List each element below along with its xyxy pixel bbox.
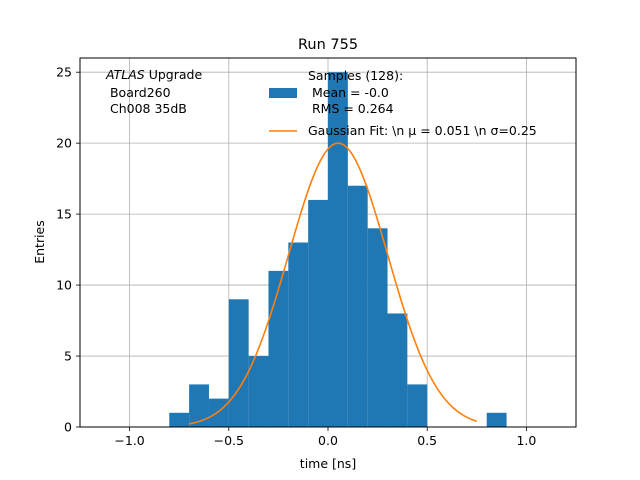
histogram-bar-12 [407, 384, 428, 427]
upgrade-label: Upgrade [145, 67, 203, 82]
atlas-italic-label: ATLAS [105, 67, 145, 82]
histogram-bar-9 [347, 185, 368, 427]
histogram-bar-11 [387, 313, 408, 427]
gaussian-fit [188, 142, 478, 425]
annotation-line-3: Ch008 35dB [106, 101, 187, 116]
x-tick-label-4: 1.0 [516, 433, 536, 448]
legend-hist-line-1: Samples (128): [308, 68, 403, 83]
histogram-bars [169, 72, 507, 427]
legend-fit-label: Gaussian Fit: \n μ = 0.051 \n σ=0.25 [308, 123, 537, 138]
histogram-bar-6 [288, 242, 309, 427]
histogram-bar-2 [208, 398, 229, 427]
y-tick-label-0: 0 [64, 420, 72, 435]
x-tick-label-1: −0.5 [214, 433, 244, 448]
histogram-bar-16 [486, 412, 507, 427]
y-tick-label-1: 5 [64, 349, 72, 364]
x-tick-label-0: −1.0 [114, 433, 144, 448]
legend: Samples (128): Mean = -0.0 RMS = 0.264 G… [269, 68, 537, 138]
x-tick-label-3: 0.5 [417, 433, 437, 448]
histogram-bar-0 [169, 412, 190, 427]
x-axis-ticks: −1.0 −0.5 0.0 0.5 1.0 [114, 427, 536, 448]
y-tick-label-4: 20 [56, 136, 72, 151]
histogram-bar-10 [367, 228, 388, 427]
y-axis-ticks: 0 5 10 15 20 25 [56, 65, 80, 435]
x-tick-label-2: 0.0 [318, 433, 338, 448]
y-tick-label-2: 10 [56, 278, 72, 293]
atlas-annotation: ATLAS Upgrade Board260 Ch008 35dB [105, 67, 202, 116]
histogram-bar-1 [189, 384, 209, 427]
chart-title: Run 755 [298, 37, 358, 53]
legend-hist-swatch [269, 88, 297, 98]
histogram-bar-8 [328, 72, 348, 427]
legend-hist-line-2: Mean = -0.0 [308, 85, 389, 100]
annotation-line-1: ATLAS Upgrade [105, 67, 202, 82]
legend-hist-line-3: RMS = 0.264 [308, 101, 394, 116]
histogram-bar-7 [308, 199, 328, 427]
histogram-bar-5 [268, 270, 289, 427]
histogram-bar-3 [228, 299, 249, 427]
x-axis-label: time [ns] [300, 456, 356, 471]
y-tick-label-3: 15 [56, 207, 72, 222]
y-tick-label-5: 25 [56, 65, 72, 80]
histogram-bar-4 [248, 356, 269, 427]
annotation-line-2: Board260 [106, 85, 171, 100]
y-axis-label: Entries [32, 220, 47, 264]
gaussian-fit-curve [188, 142, 478, 425]
